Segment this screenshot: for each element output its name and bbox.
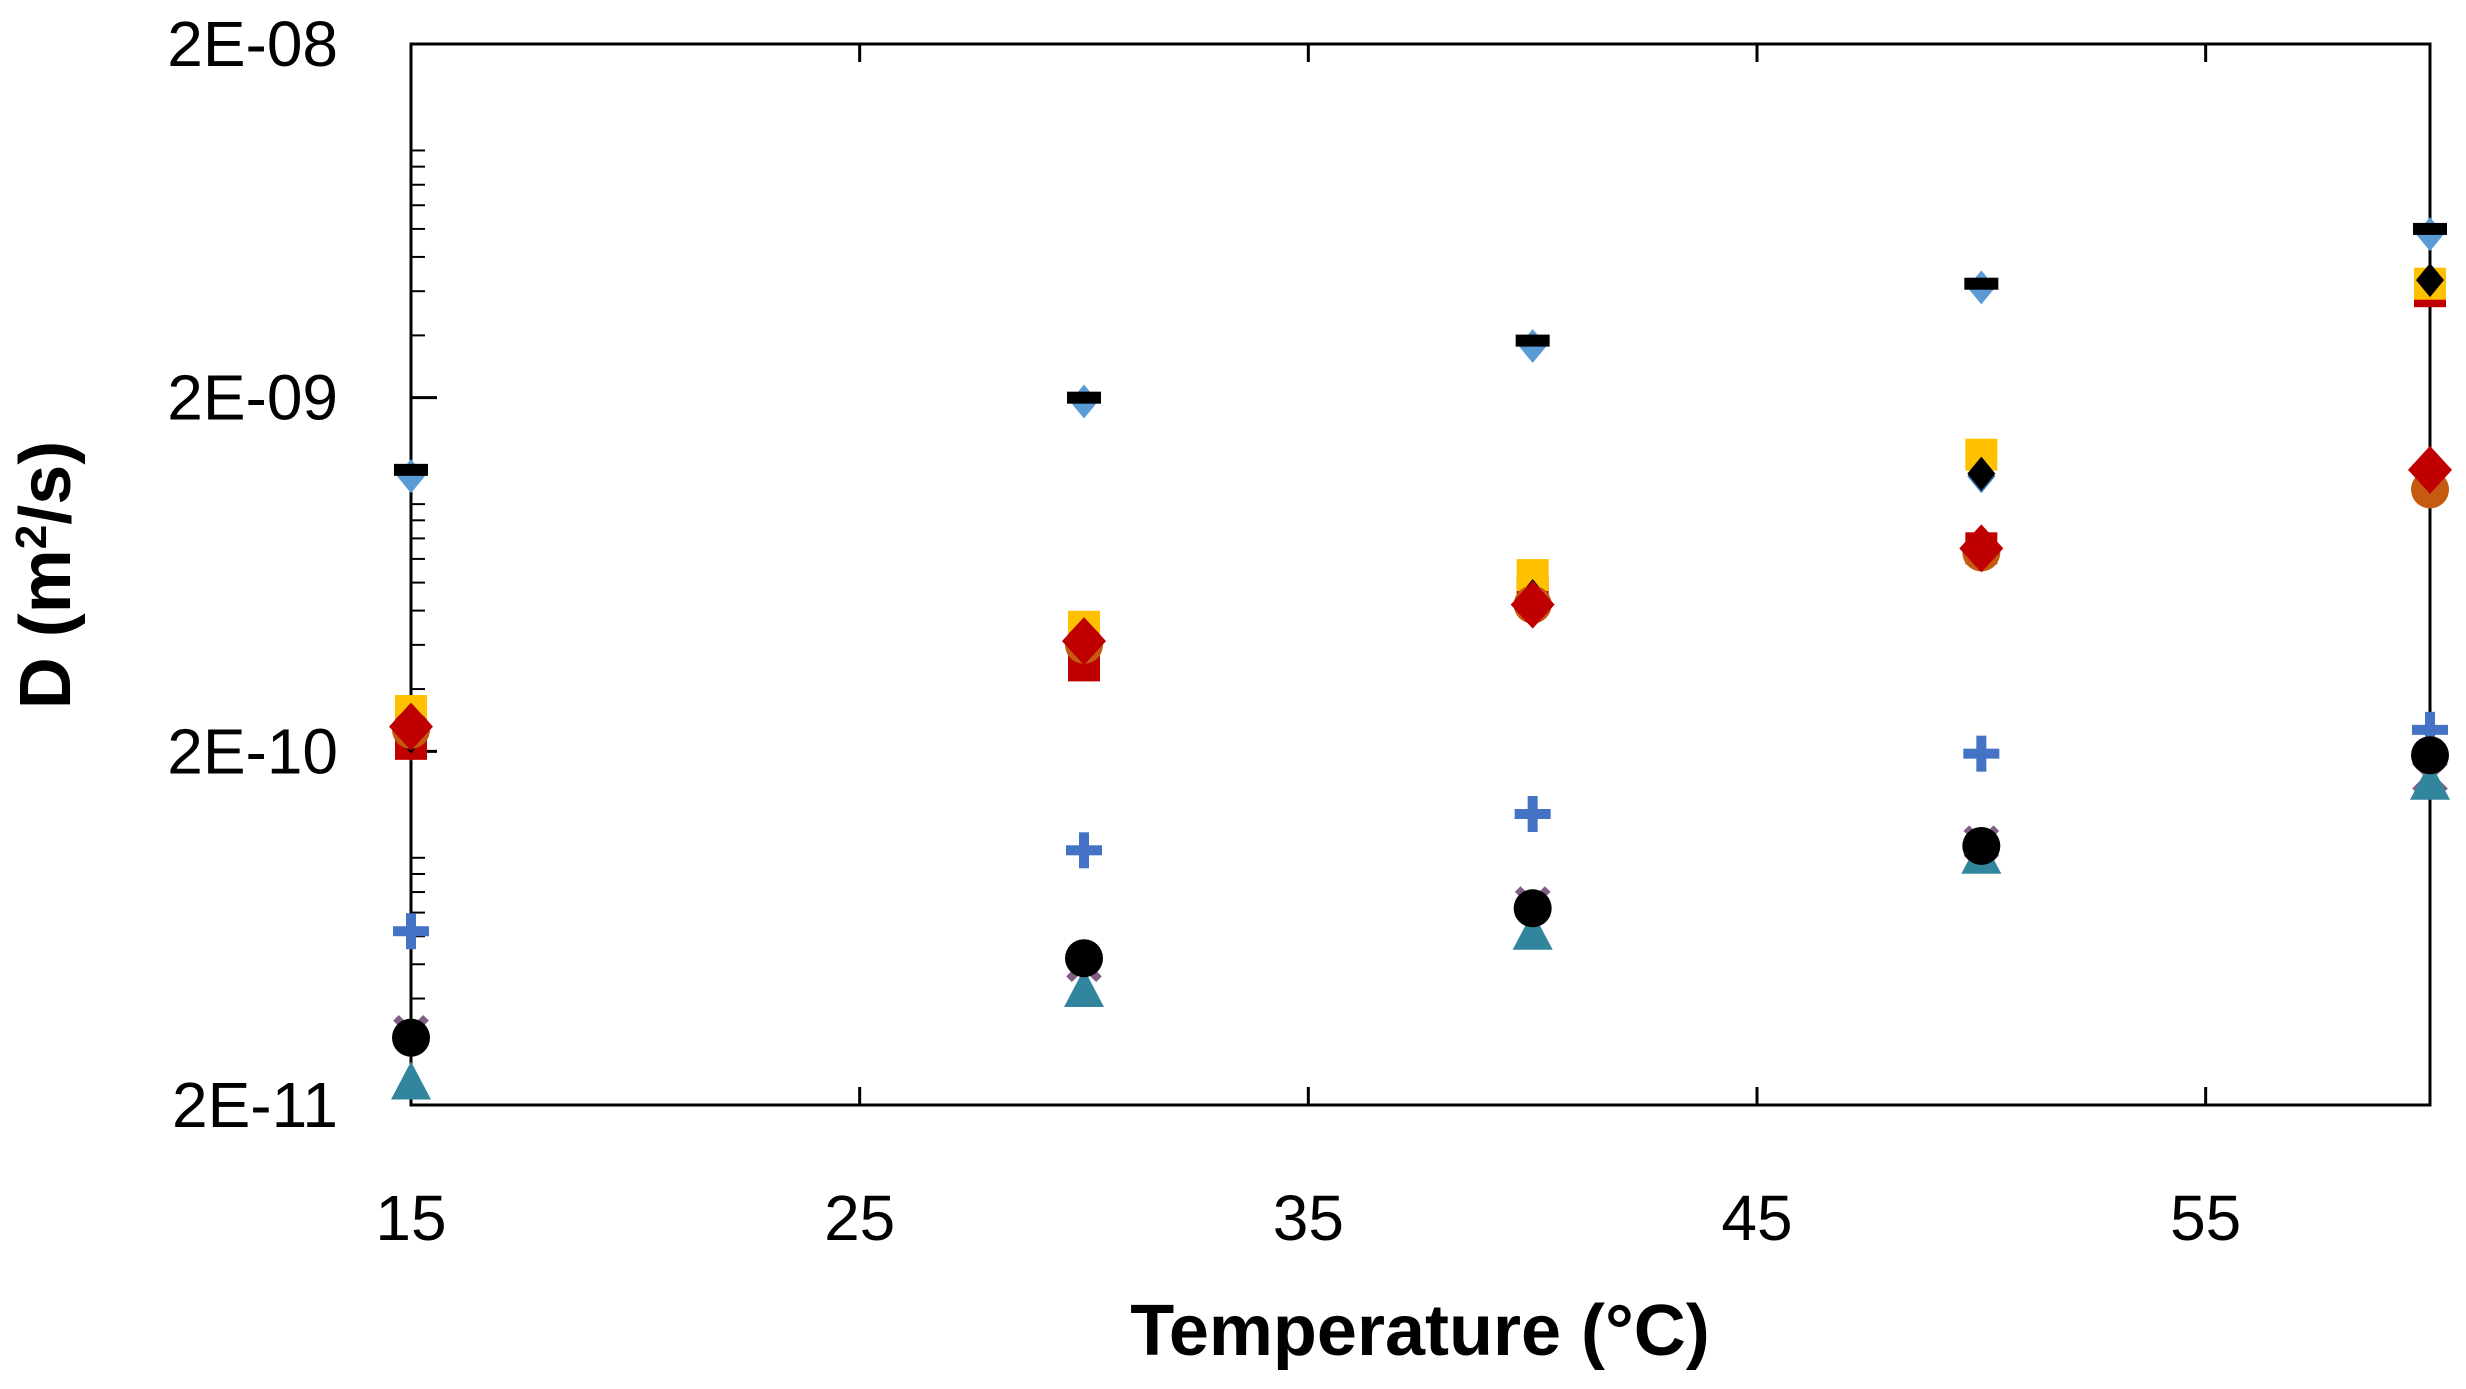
- marker-circle: [392, 1018, 430, 1057]
- marker-plus: [1514, 795, 1551, 832]
- series-9: [393, 711, 2448, 950]
- series-10: [393, 758, 2448, 1051]
- marker-plus-v: [406, 913, 416, 950]
- marker-circle: [2411, 736, 2449, 775]
- y-tick-label: 2E-09: [167, 362, 338, 434]
- marker-diamond-small: [2416, 263, 2444, 298]
- marker-triangle: [1512, 911, 1553, 950]
- marker-triangle: [1064, 969, 1104, 1008]
- series-4: [395, 275, 2446, 760]
- marker-triangle: [2410, 761, 2450, 800]
- x-axis-title: Temperature (°C): [1130, 1291, 1710, 1371]
- series-6: [397, 263, 2444, 754]
- marker-circle: [1513, 889, 1552, 928]
- series-3: [397, 270, 2444, 761]
- series-7: [392, 470, 2449, 749]
- y-tick-label: 2E-08: [167, 8, 338, 80]
- series-1: [397, 217, 2444, 494]
- y-tick-label: 2E-10: [167, 715, 338, 787]
- axes: [409, 42, 2432, 1107]
- marker-plus: [2412, 711, 2448, 748]
- series-11: [391, 761, 2450, 1100]
- marker-triangle: [391, 1061, 431, 1100]
- marker-diamond-small: [1967, 456, 1996, 491]
- y-axis-title-sup: 2: [7, 525, 56, 549]
- y-tick-label: 2E-11: [172, 1069, 338, 1141]
- marker-dash: [394, 463, 428, 476]
- marker-dash: [1515, 334, 1550, 347]
- data-marks: [389, 217, 2452, 1100]
- series-8: [389, 445, 2452, 751]
- marker-plus-v: [1976, 735, 1987, 772]
- marker-plus: [1963, 735, 2000, 772]
- marker-diamond: [389, 702, 433, 751]
- x-tick-label: 25: [824, 1182, 895, 1254]
- marker-dash: [1964, 277, 1999, 290]
- marker-dash: [1067, 391, 1101, 404]
- marker-diamond: [1510, 580, 1555, 629]
- y-axis-title-prefix: D (m: [6, 549, 86, 709]
- marker-plus-v: [2425, 711, 2435, 748]
- marker-dash: [2413, 222, 2447, 235]
- series-2: [394, 222, 2447, 476]
- series-5: [395, 267, 2446, 728]
- marker-plus: [1066, 832, 1102, 869]
- marker-circle: [1065, 939, 1103, 978]
- marker-diamond: [1959, 524, 2004, 573]
- marker-diamond: [1062, 617, 1106, 666]
- series-12: [392, 736, 2449, 1057]
- marker-plus: [393, 913, 429, 950]
- y-axis-title-suffix: /s): [6, 441, 86, 525]
- marker-circle: [1962, 826, 2001, 865]
- marker-plus-v: [1527, 795, 1538, 832]
- marker-plus-v: [1079, 832, 1089, 869]
- x-tick-label: 45: [1721, 1182, 1792, 1254]
- marker-diamond: [2408, 445, 2452, 494]
- tick-labels: 15 25 35 45 55 2E-11 2E-10 2E-09 2E-08: [167, 8, 2241, 1254]
- x-tick-label: 15: [375, 1182, 446, 1254]
- x-tick-label: 55: [2170, 1182, 2241, 1254]
- x-tick-label: 35: [1273, 1182, 1344, 1254]
- y-axis-title: D (m2/s): [6, 441, 86, 710]
- plot-frame: [409, 42, 2432, 1107]
